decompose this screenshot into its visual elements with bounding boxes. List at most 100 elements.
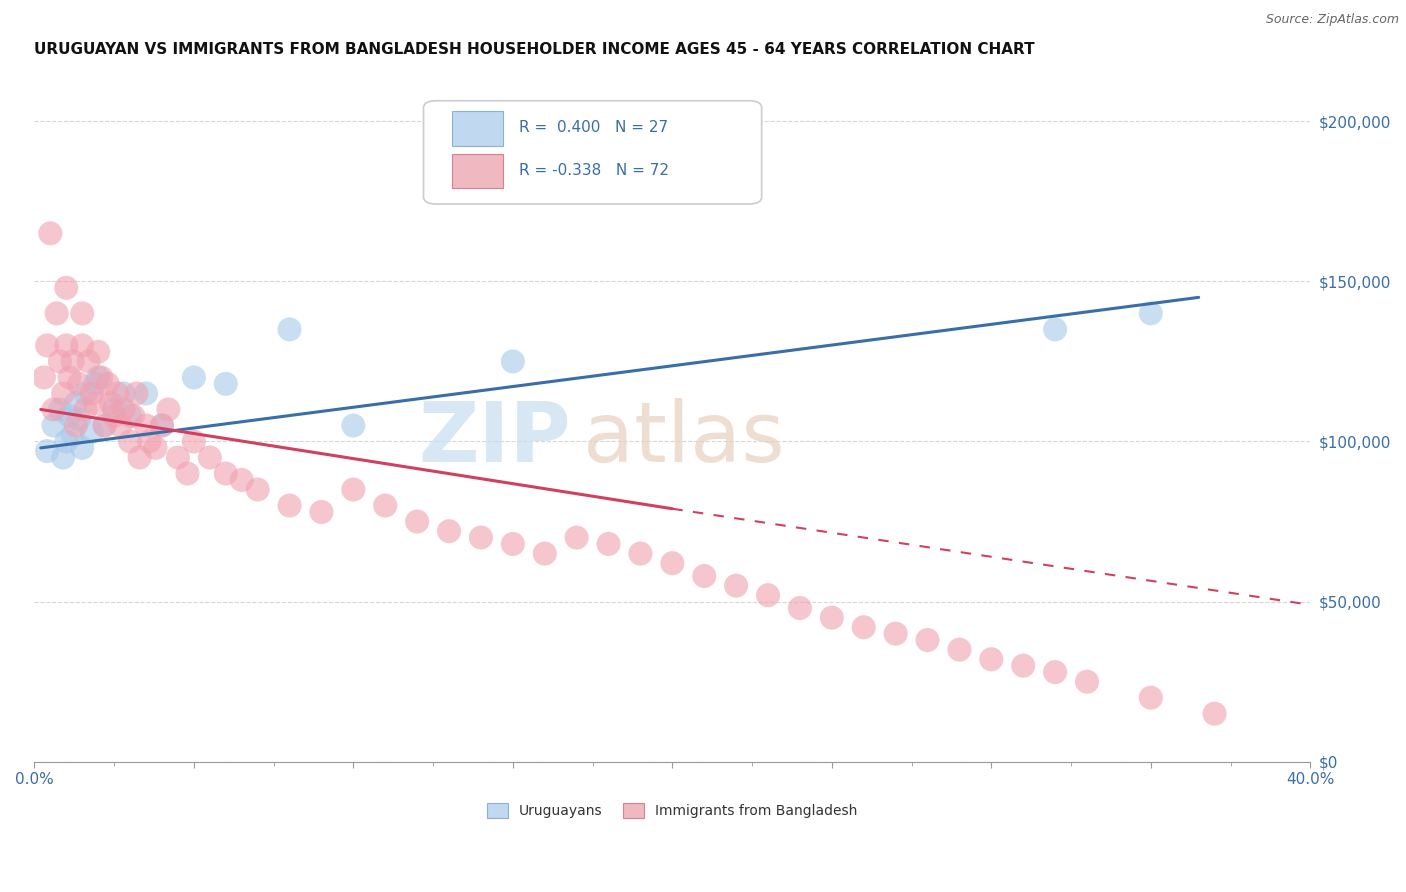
Point xyxy=(37,338,59,352)
Point xyxy=(32,370,55,384)
Point xyxy=(42,418,65,433)
Point xyxy=(167,450,190,465)
Legend: Uruguayans, Immigrants from Bangladesh: Uruguayans, Immigrants from Bangladesh xyxy=(481,797,863,823)
Point xyxy=(948,642,970,657)
Point xyxy=(80,425,103,439)
Text: R = -0.338   N = 72: R = -0.338 N = 72 xyxy=(519,163,669,178)
Point xyxy=(103,409,125,423)
Point xyxy=(1012,658,1035,673)
Text: Source: ZipAtlas.com: Source: ZipAtlas.com xyxy=(1265,13,1399,27)
Point xyxy=(112,386,135,401)
Point xyxy=(693,569,716,583)
Point xyxy=(1043,322,1066,336)
Point xyxy=(278,322,301,336)
Point xyxy=(598,537,620,551)
Text: R =  0.400   N = 27: R = 0.400 N = 27 xyxy=(519,120,668,135)
Point xyxy=(533,547,555,561)
Point xyxy=(122,409,145,423)
Point xyxy=(62,428,84,442)
Point xyxy=(80,386,103,401)
Point xyxy=(1139,306,1161,320)
Point xyxy=(138,434,160,449)
Point xyxy=(215,376,238,391)
Point xyxy=(661,556,683,570)
Point xyxy=(37,444,59,458)
Point xyxy=(110,418,132,433)
Point xyxy=(725,579,748,593)
Point xyxy=(128,450,150,465)
Point xyxy=(1043,665,1066,679)
Point xyxy=(87,344,110,359)
Point xyxy=(84,376,107,391)
Point xyxy=(215,467,238,481)
Point xyxy=(150,418,173,433)
Point xyxy=(75,386,97,401)
Point xyxy=(49,402,72,417)
Point xyxy=(93,418,115,433)
Point xyxy=(437,524,460,538)
Point xyxy=(342,483,364,497)
Point xyxy=(630,547,652,561)
Point xyxy=(246,483,269,497)
FancyBboxPatch shape xyxy=(423,101,762,204)
Point xyxy=(67,376,90,391)
Point xyxy=(65,418,87,433)
Point xyxy=(231,473,253,487)
Point xyxy=(125,386,148,401)
Point xyxy=(70,441,93,455)
Point xyxy=(70,306,93,320)
Point xyxy=(821,610,844,624)
Point xyxy=(1139,690,1161,705)
Point xyxy=(884,626,907,640)
Text: URUGUAYAN VS IMMIGRANTS FROM BANGLADESH HOUSEHOLDER INCOME AGES 45 - 64 YEARS CO: URUGUAYAN VS IMMIGRANTS FROM BANGLADESH … xyxy=(34,42,1035,57)
Point xyxy=(198,450,221,465)
Point xyxy=(502,537,524,551)
Point xyxy=(45,306,67,320)
Point xyxy=(311,505,333,519)
Point xyxy=(70,338,93,352)
Point xyxy=(406,515,429,529)
Text: atlas: atlas xyxy=(583,398,785,479)
Point xyxy=(90,370,112,384)
Point xyxy=(112,402,135,417)
Point xyxy=(120,434,142,449)
Point xyxy=(502,354,524,368)
Point xyxy=(100,396,122,410)
FancyBboxPatch shape xyxy=(451,112,502,145)
Point xyxy=(917,633,939,648)
Point xyxy=(65,396,87,410)
Point xyxy=(67,412,90,426)
Text: ZIP: ZIP xyxy=(418,398,571,479)
Point xyxy=(49,354,72,368)
Point xyxy=(52,450,75,465)
Point xyxy=(135,386,157,401)
Point xyxy=(87,370,110,384)
Point xyxy=(97,376,120,391)
Point xyxy=(1204,706,1226,721)
Point xyxy=(756,588,779,602)
Point xyxy=(120,409,142,423)
Point xyxy=(77,354,100,368)
Point xyxy=(58,370,80,384)
Point xyxy=(565,531,588,545)
Point xyxy=(55,338,77,352)
Point xyxy=(55,281,77,295)
Point xyxy=(980,652,1002,666)
Point xyxy=(135,418,157,433)
Point xyxy=(183,434,205,449)
Point xyxy=(470,531,492,545)
Point xyxy=(157,402,180,417)
Point xyxy=(278,499,301,513)
Point xyxy=(105,386,128,401)
FancyBboxPatch shape xyxy=(451,154,502,188)
Point xyxy=(852,620,875,634)
Point xyxy=(176,467,198,481)
Point xyxy=(75,402,97,417)
Point xyxy=(39,227,62,241)
Point xyxy=(93,418,115,433)
Point xyxy=(84,396,107,410)
Point xyxy=(42,402,65,417)
Point xyxy=(145,441,167,455)
Point xyxy=(62,354,84,368)
Point xyxy=(789,601,811,615)
